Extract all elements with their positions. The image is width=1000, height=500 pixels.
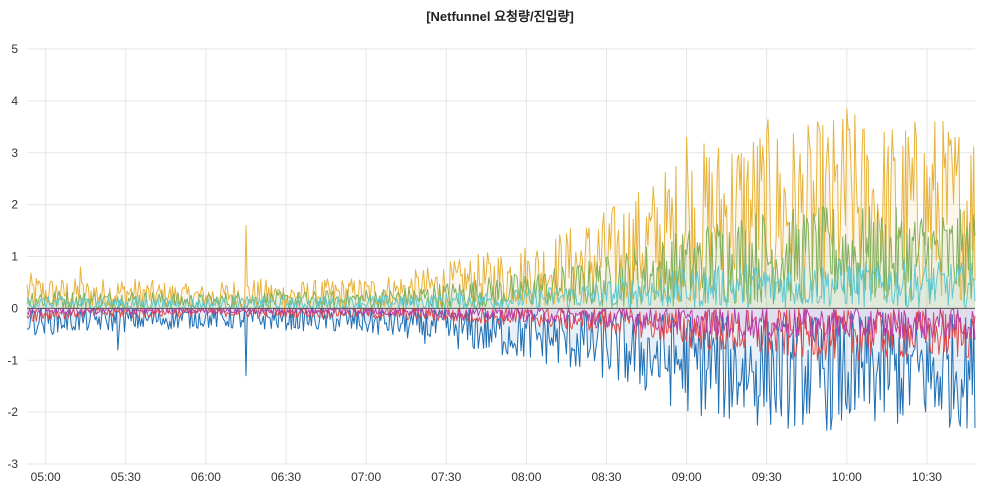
y-tick-label: -2 [7, 405, 18, 419]
series-line-green[interactable] [26, 205, 976, 309]
grid-layer [27, 48, 975, 465]
y-tick-label: 1 [11, 250, 18, 264]
y-tick-label: 5 [11, 42, 18, 56]
x-tick-label: 05:30 [111, 470, 141, 484]
x-tick-label: 05:00 [31, 470, 61, 484]
series-line-magenta[interactable] [26, 307, 976, 341]
y-tick-label: 3 [11, 146, 18, 160]
x-tick-label: 09:00 [672, 470, 702, 484]
y-tick-label: -1 [7, 353, 18, 367]
x-tick-label: 10:00 [832, 470, 862, 484]
x-tick-label: 08:00 [511, 470, 541, 484]
chart-title: [Netfunnel 요청량/진입량] [426, 9, 574, 24]
line-layer [26, 108, 976, 431]
axis-layer: 5 4 3 2 1 0 -1 -2 -3 05:00 05:30 06:00 06:30 07:00 07:… [7, 42, 942, 484]
x-tick-label: 10:30 [912, 470, 942, 484]
x-tick-label: 07:00 [351, 470, 381, 484]
x-tick-label: 08:30 [591, 470, 621, 484]
series-area-cyan [27, 261, 975, 309]
x-tick-label: 06:30 [271, 470, 301, 484]
x-tick-label: 07:30 [431, 470, 461, 484]
series-line-orange[interactable] [26, 108, 976, 309]
x-tick-label: 09:30 [752, 470, 782, 484]
series-line-cyan[interactable] [26, 261, 976, 309]
y-tick-label: 4 [11, 94, 18, 108]
x-tick-label: 06:00 [191, 470, 221, 484]
y-tick-label: -3 [7, 457, 18, 471]
y-tick-label: 2 [11, 198, 18, 212]
y-tick-label: 0 [11, 301, 18, 315]
